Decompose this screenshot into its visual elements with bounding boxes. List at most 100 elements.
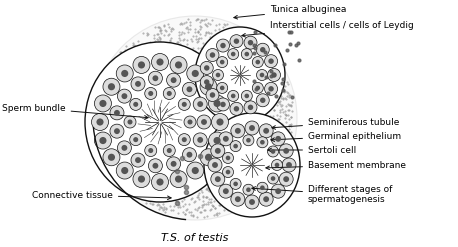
- Circle shape: [103, 149, 120, 166]
- Circle shape: [220, 102, 226, 107]
- Circle shape: [268, 59, 274, 64]
- Circle shape: [116, 65, 133, 82]
- Circle shape: [182, 148, 196, 162]
- Circle shape: [241, 90, 252, 102]
- Circle shape: [201, 119, 207, 125]
- Circle shape: [130, 134, 142, 146]
- Circle shape: [117, 89, 131, 103]
- Text: Sertoli cell: Sertoli cell: [268, 145, 356, 155]
- Circle shape: [121, 93, 127, 99]
- Circle shape: [153, 75, 158, 81]
- Circle shape: [197, 137, 203, 143]
- Circle shape: [271, 149, 275, 154]
- Circle shape: [248, 40, 253, 45]
- Text: T.S. of testis: T.S. of testis: [161, 233, 229, 243]
- Circle shape: [114, 128, 120, 134]
- Circle shape: [148, 159, 163, 173]
- Circle shape: [204, 65, 209, 71]
- Circle shape: [257, 137, 268, 148]
- Circle shape: [260, 47, 266, 52]
- Circle shape: [233, 182, 238, 186]
- Circle shape: [244, 36, 257, 49]
- Circle shape: [187, 65, 204, 82]
- Circle shape: [167, 148, 172, 153]
- Circle shape: [256, 43, 269, 56]
- Circle shape: [135, 157, 141, 163]
- Circle shape: [223, 136, 229, 142]
- Text: Different stages of
spermatogenesis: Different stages of spermatogenesis: [252, 185, 393, 205]
- Circle shape: [175, 175, 182, 183]
- Circle shape: [267, 173, 278, 184]
- Circle shape: [205, 154, 212, 161]
- Circle shape: [245, 94, 249, 98]
- Circle shape: [175, 61, 182, 68]
- Circle shape: [99, 100, 107, 107]
- Circle shape: [193, 133, 207, 147]
- Circle shape: [117, 141, 131, 155]
- Circle shape: [230, 141, 241, 152]
- Circle shape: [212, 162, 218, 168]
- Circle shape: [167, 157, 180, 171]
- Circle shape: [116, 162, 133, 179]
- Circle shape: [94, 132, 111, 149]
- Circle shape: [282, 158, 296, 172]
- Circle shape: [213, 100, 221, 107]
- Circle shape: [256, 94, 269, 107]
- Circle shape: [171, 161, 176, 167]
- Circle shape: [246, 138, 251, 143]
- Circle shape: [108, 154, 115, 161]
- Circle shape: [215, 148, 221, 154]
- Circle shape: [228, 49, 239, 60]
- Circle shape: [234, 39, 239, 44]
- Circle shape: [271, 176, 275, 181]
- Circle shape: [171, 77, 176, 83]
- Circle shape: [103, 78, 120, 95]
- Circle shape: [94, 95, 111, 112]
- Circle shape: [210, 52, 215, 58]
- Text: Germinal epithelium: Germinal epithelium: [271, 131, 401, 142]
- Circle shape: [230, 102, 243, 115]
- Circle shape: [241, 49, 252, 60]
- Circle shape: [178, 98, 190, 110]
- Circle shape: [92, 114, 109, 130]
- Circle shape: [170, 56, 187, 73]
- Text: Seminiferous tubule: Seminiferous tubule: [272, 118, 399, 129]
- Circle shape: [124, 116, 136, 128]
- Circle shape: [212, 114, 229, 130]
- Circle shape: [127, 120, 132, 124]
- Circle shape: [256, 69, 267, 81]
- Circle shape: [153, 163, 158, 169]
- Circle shape: [206, 88, 219, 102]
- Ellipse shape: [195, 27, 285, 123]
- Circle shape: [259, 192, 273, 206]
- Circle shape: [235, 196, 241, 202]
- Circle shape: [192, 167, 199, 174]
- Circle shape: [170, 171, 187, 187]
- Circle shape: [245, 195, 259, 209]
- Text: Interstitial cells / cells of Leydig: Interstitial cells / cells of Leydig: [242, 21, 414, 37]
- Circle shape: [121, 70, 128, 77]
- Circle shape: [243, 184, 254, 195]
- Circle shape: [208, 95, 225, 112]
- Circle shape: [279, 172, 293, 186]
- Circle shape: [211, 172, 225, 186]
- Circle shape: [211, 144, 225, 158]
- Circle shape: [108, 83, 115, 90]
- Circle shape: [215, 176, 221, 182]
- Circle shape: [186, 152, 192, 158]
- Circle shape: [283, 176, 289, 182]
- Circle shape: [249, 199, 255, 205]
- Circle shape: [206, 48, 219, 62]
- Circle shape: [121, 167, 128, 174]
- Circle shape: [178, 134, 190, 146]
- Circle shape: [200, 78, 217, 95]
- Circle shape: [216, 73, 220, 77]
- Text: Sperm bundle: Sperm bundle: [2, 103, 148, 119]
- Circle shape: [110, 106, 124, 120]
- Circle shape: [217, 57, 228, 68]
- Circle shape: [182, 82, 196, 96]
- Circle shape: [220, 43, 226, 48]
- Circle shape: [246, 187, 251, 192]
- Circle shape: [205, 83, 212, 90]
- Circle shape: [243, 135, 254, 146]
